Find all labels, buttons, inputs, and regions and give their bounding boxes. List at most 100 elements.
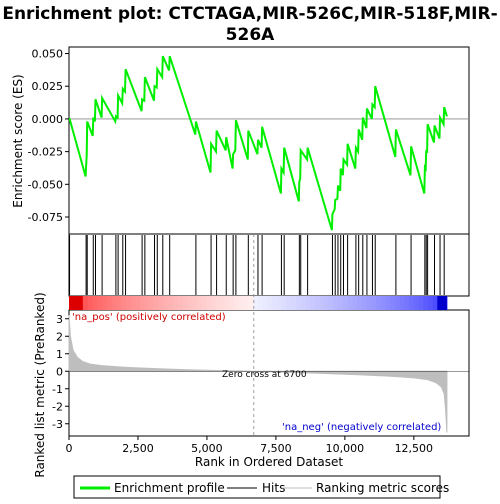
rank-color-segment-39 [253, 296, 259, 310]
rank-color-segment-50 [305, 296, 311, 310]
legend-metric-label: Ranking metric scores [316, 481, 449, 495]
rank-color-segment-30 [210, 296, 216, 310]
rank-color-segment-54 [324, 296, 330, 310]
metric-y-tick-label-6: 3 [56, 313, 63, 326]
rank-color-segment-18 [154, 296, 160, 310]
rank-color-segment-72 [409, 296, 415, 310]
x-tick-label-3: 7,500 [260, 442, 292, 455]
rank-color-segment-44 [276, 296, 283, 310]
rank-color-segment-22 [172, 296, 179, 310]
rank-color-segment-60 [352, 296, 358, 310]
x-tick-label-5: 12,500 [395, 442, 434, 455]
rank-color-segment-62 [361, 296, 368, 310]
rank-color-segment-65 [376, 296, 382, 310]
rank-color-segment-31 [215, 296, 221, 310]
rank-color-segment-67 [385, 296, 391, 310]
metric-y-axis-label: Ranked list metric (PreRanked) [33, 292, 47, 477]
rank-color-segment-36 [239, 296, 245, 310]
rank-color-segment-5 [92, 296, 98, 310]
rank-color-segment-17 [149, 296, 155, 310]
x-tick-label-0: 0 [66, 442, 73, 455]
rank-color-segment-75 [423, 296, 429, 310]
rank-color-segment-71 [404, 296, 410, 310]
es-y-axis-label: Enrichment score (ES) [11, 74, 25, 207]
es-panel-frame [68, 46, 470, 235]
rank-color-segment-51 [309, 296, 316, 310]
rank-color-segment-23 [177, 296, 183, 310]
es-y-tick-label-0: -0.075 [28, 211, 63, 224]
rank-color-segment-14 [135, 296, 141, 310]
x-tick-label-4: 10,000 [326, 442, 365, 455]
metric-y-tick-label-0: -3 [52, 418, 63, 431]
rank-color-segment-26 [191, 296, 198, 310]
chart-title-line-2: 526A [226, 25, 275, 45]
axes: -0.075 -0.050 -0.025 0.000 0.025 0.050 -3 -2 -1 0… [28, 48, 434, 455]
rank-color-segment-53 [319, 296, 325, 310]
rank-color-segment-58 [343, 296, 349, 310]
rank-color-bar [69, 296, 448, 310]
zero-cross-label: Zero cross at 6700 [222, 370, 307, 380]
rank-color-segment-57 [338, 296, 344, 310]
hits-panel-frame [68, 233, 470, 297]
rank-color-segment-34 [229, 296, 235, 310]
rank-color-segment-8 [106, 296, 113, 310]
metric-y-tick-label-3: 0 [56, 365, 63, 378]
rank-color-segment-46 [286, 296, 292, 310]
rank-color-segment-66 [380, 296, 387, 310]
rank-color-segment-64 [371, 296, 377, 310]
rank-color-segment-48 [295, 296, 301, 310]
rank-color-segment-61 [357, 296, 363, 310]
metric-y-tick-label-2: -1 [52, 383, 63, 396]
rank-color-segment-52 [314, 296, 320, 310]
rank-color-segment-27 [196, 296, 202, 310]
x-tick-label-2: 5,000 [191, 442, 223, 455]
rank-color-segment-74 [418, 296, 424, 310]
rank-color-segment-43 [272, 296, 278, 310]
rank-color-segment-3 [83, 296, 89, 310]
neg-correlated-label: 'na_neg' (negatively correlated) [282, 422, 441, 433]
rank-color-segment-41 [262, 296, 268, 310]
rank-color-segment-32 [220, 296, 226, 310]
rank-color-segment-45 [281, 296, 287, 310]
rank-color-segment-4 [87, 296, 94, 310]
x-axis-label: Rank in Ordered Dataset [195, 455, 343, 469]
rank-color-segment-6 [97, 296, 103, 310]
rank-color-segment-28 [201, 296, 207, 310]
legend-enrichment-label: Enrichment profile [114, 481, 225, 495]
rank-color-top-end [69, 296, 83, 310]
rank-color-segment-33 [224, 296, 231, 310]
rank-color-segment-20 [163, 296, 169, 310]
es-y-tick-label-4: 0.025 [32, 80, 64, 93]
rank-color-segment-40 [257, 296, 264, 310]
rank-color-segment-25 [187, 296, 193, 310]
rank-color-segment-19 [158, 296, 164, 310]
es-y-tick-label-2: -0.025 [28, 146, 63, 159]
rank-color-segment-77 [432, 296, 438, 310]
rank-color-segment-16 [144, 296, 150, 310]
metric-y-tick-label-4: 1 [56, 348, 63, 361]
rank-color-segment-42 [267, 296, 273, 310]
rank-color-segment-76 [428, 296, 434, 310]
rank-color-segment-12 [125, 296, 131, 310]
rank-color-segment-73 [413, 296, 420, 310]
hits-panel [69, 235, 445, 295]
rank-color-segment-9 [111, 296, 117, 310]
enrichment-profile-line [68, 55, 448, 231]
metric-panel [68, 234, 469, 436]
rank-color-segment-13 [130, 296, 136, 310]
legend-hits-label: Hits [262, 481, 285, 495]
metric-y-tick-label-1: -2 [52, 400, 63, 413]
rank-color-segment-7 [102, 296, 108, 310]
chart-title-line-1: Enrichment plot: CTCTAGA,MIR-526C,MIR-51… [2, 4, 497, 24]
rank-color-segment-49 [300, 296, 306, 310]
pos-correlated-label: 'na_pos' (positively correlated) [72, 312, 226, 323]
es-panel [68, 55, 469, 231]
rank-color-segment-38 [248, 296, 254, 310]
rank-color-segment-55 [328, 296, 335, 310]
rank-color-segment-11 [120, 296, 127, 310]
rank-color-segment-21 [168, 296, 174, 310]
rank-color-segment-68 [390, 296, 396, 310]
rank-color-segment-56 [333, 296, 339, 310]
